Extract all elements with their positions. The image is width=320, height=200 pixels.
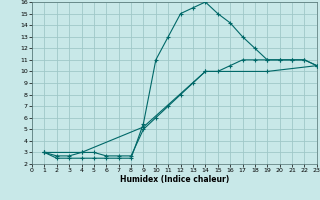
X-axis label: Humidex (Indice chaleur): Humidex (Indice chaleur) xyxy=(120,175,229,184)
